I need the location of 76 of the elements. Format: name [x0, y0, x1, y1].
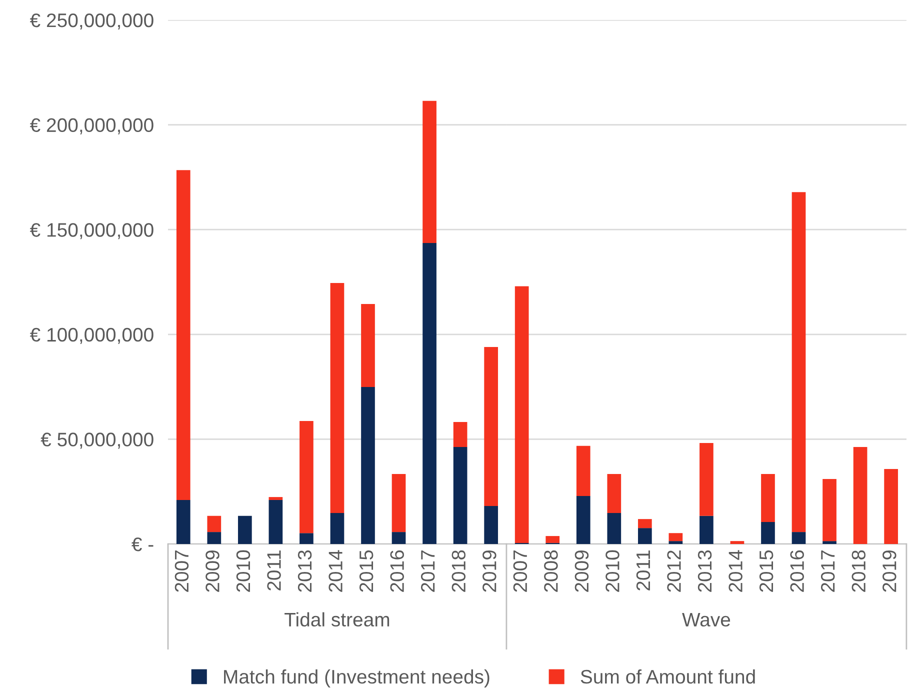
bar: [576, 496, 590, 544]
y-tick-label: € 150,000,000: [30, 223, 154, 240]
bar: [392, 474, 406, 532]
y-tick-label: € -: [132, 537, 154, 552]
x-tick-label: 2007: [513, 550, 528, 592]
legend-label: Sum of Amount fund: [580, 669, 755, 684]
bar: [361, 387, 375, 544]
bar: [576, 446, 590, 496]
bar: [176, 500, 190, 544]
x-axis-title: Wave: [682, 612, 730, 627]
bar: [207, 532, 222, 544]
bar: [300, 420, 314, 534]
x-tick-label: 2016: [790, 550, 804, 592]
legend-label: Match fund (Investment needs): [224, 669, 490, 688]
x-tick-label: 2019: [882, 550, 896, 592]
bar: [268, 500, 283, 544]
bar: [668, 533, 683, 542]
x-tick-label: 2011: [636, 550, 650, 590]
bar: [607, 512, 622, 544]
bar: [514, 286, 529, 543]
y-tick-label: € 200,000,000: [30, 118, 154, 134]
bar: [884, 468, 898, 544]
x-tick-label: 2017: [420, 550, 435, 592]
bar: [546, 536, 560, 543]
bar: [761, 474, 775, 522]
bar: [822, 541, 836, 544]
x-axis-title: Tidal stream: [284, 612, 390, 627]
y-tick-label: € 250,000,000: [30, 13, 154, 30]
x-tick-label: 2010: [236, 550, 250, 592]
bar: [484, 506, 498, 544]
bar: [422, 243, 436, 544]
bar: [392, 532, 406, 544]
bar: [822, 479, 836, 542]
bar: [238, 516, 252, 544]
x-tick-label: 2012: [667, 550, 681, 592]
bar: [761, 522, 775, 544]
bar: [453, 446, 468, 544]
x-tick-label: 2009: [574, 550, 589, 592]
x-tick-label: 2008: [544, 550, 558, 592]
bar: [668, 541, 683, 544]
bar: [207, 516, 222, 532]
bar: [700, 442, 714, 516]
x-tick-label: 2013: [698, 550, 712, 592]
bar: [453, 422, 468, 447]
bar: [700, 516, 714, 544]
x-tick-label: 2018: [852, 550, 866, 592]
x-tick-label: 2011: [267, 550, 281, 590]
bar: [638, 519, 652, 528]
bar: [422, 100, 436, 244]
bar: [853, 446, 868, 544]
bar: [268, 497, 283, 500]
x-tick-label: 2009: [206, 550, 220, 592]
x-tick-label: 2010: [606, 550, 620, 592]
bar: [361, 304, 375, 388]
bar: [300, 533, 314, 544]
bar: [607, 474, 622, 513]
bar: [330, 283, 344, 513]
x-tick-label: 2014: [328, 550, 342, 592]
bar: [792, 192, 806, 532]
x-tick-label: 2015: [759, 550, 774, 592]
x-tick-label: 2007: [174, 550, 189, 592]
y-tick-label: € 50,000,000: [40, 432, 154, 449]
x-tick-label: 2017: [820, 550, 835, 592]
x-tick-label: 2018: [452, 550, 466, 592]
x-tick-label: 2013: [298, 550, 312, 592]
y-tick-label: € 100,000,000: [30, 328, 154, 344]
bar: [330, 512, 344, 544]
bar: [484, 346, 498, 506]
x-tick-label: 2014: [728, 550, 742, 592]
bar: [730, 541, 744, 544]
x-tick-label: 2015: [359, 550, 374, 592]
bar: [792, 532, 806, 544]
x-tick-label: 2016: [390, 550, 404, 592]
bar: [638, 528, 652, 544]
x-tick-label: 2019: [482, 550, 496, 592]
bar: [176, 170, 190, 500]
